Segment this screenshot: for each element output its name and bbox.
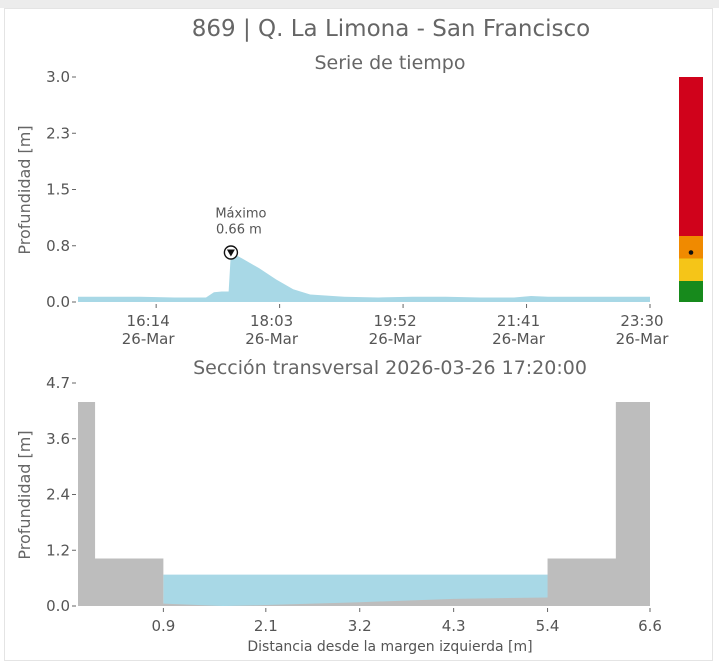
depth-series-area bbox=[78, 252, 650, 302]
time-series-yticks: 0.0 0.8 1.5 2.3 3.0 bbox=[46, 68, 76, 311]
cross-section-title: Sección transversal 2026-03-26 17:20:00 bbox=[193, 357, 587, 379]
ytick-label: 3.6 bbox=[46, 430, 70, 448]
xtick-time-label: 23:30 bbox=[620, 312, 663, 330]
ytick-label: 1.2 bbox=[46, 541, 70, 559]
top-bar bbox=[0, 0, 719, 8]
time-series-chart: Serie de tiempo Profundidad [m] 0.0 0.8 1.… bbox=[15, 52, 703, 348]
ytick-label: 3.0 bbox=[46, 68, 70, 86]
xtick-time-label: 18:03 bbox=[250, 312, 293, 330]
xtick-date-label: 26-Mar bbox=[616, 330, 670, 348]
xtick-date-label: 26-Mar bbox=[369, 330, 423, 348]
xtick-label: 0.9 bbox=[151, 617, 175, 635]
ytick-label: 0.8 bbox=[46, 237, 70, 255]
channel-ground-area bbox=[78, 401, 650, 606]
xtick-time-label: 19:52 bbox=[373, 312, 416, 330]
ytick-label: 2.3 bbox=[46, 124, 70, 142]
current-level-dot bbox=[688, 250, 694, 255]
figure-title: 869 | Q. La Limona - San Francisco bbox=[192, 16, 591, 42]
ytick-label: 1.5 bbox=[46, 181, 70, 199]
xtick-date-label: 26-Mar bbox=[245, 330, 299, 348]
alert-level-bar bbox=[679, 77, 703, 302]
alert-level-segment bbox=[679, 281, 703, 302]
ytick-label: 4.7 bbox=[46, 374, 70, 392]
time-series-ylabel: Profundidad [m] bbox=[15, 125, 34, 254]
cross-section-yticks: 0.0 1.2 2.4 3.6 4.7 bbox=[46, 374, 76, 615]
xtick-date-label: 26-Mar bbox=[122, 330, 176, 348]
ytick-label: 2.4 bbox=[46, 486, 70, 504]
xtick-label: 3.2 bbox=[348, 617, 372, 635]
xtick-time-label: 21:41 bbox=[497, 312, 540, 330]
alert-level-segment bbox=[679, 77, 703, 236]
xtick-label: 4.3 bbox=[442, 617, 466, 635]
alert-level-segment bbox=[679, 258, 703, 281]
xtick-label: 6.6 bbox=[638, 617, 662, 635]
xtick-label: 5.4 bbox=[536, 617, 560, 635]
maximum-marker bbox=[223, 245, 239, 260]
cross-section-ylabel: Profundidad [m] bbox=[15, 430, 34, 559]
time-series-title: Serie de tiempo bbox=[315, 52, 466, 74]
maximum-down-triangle-icon bbox=[226, 249, 235, 257]
cross-section-xlabel: Distancia desde la margen izquierda [m] bbox=[247, 639, 532, 655]
time-series-xticks: 16:1426-Mar18:0326-Mar19:5226-Mar21:4126… bbox=[122, 304, 669, 348]
ytick-label: 0.0 bbox=[46, 597, 70, 615]
maximum-label: Máximo bbox=[215, 207, 266, 222]
cross-section-chart: Sección transversal 2026-03-26 17:20:00 … bbox=[15, 357, 662, 655]
xtick-date-label: 26-Mar bbox=[492, 330, 546, 348]
maximum-value: 0.66 m bbox=[216, 223, 262, 238]
xtick-label: 2.1 bbox=[254, 617, 278, 635]
ytick-label: 0.0 bbox=[46, 293, 70, 311]
cross-section-xticks: 0.9 2.1 3.2 4.3 5.4 6.6 bbox=[151, 608, 662, 635]
figure-frame bbox=[4, 8, 713, 661]
xtick-time-label: 16:14 bbox=[127, 312, 170, 330]
alert-level-segment bbox=[679, 236, 703, 259]
